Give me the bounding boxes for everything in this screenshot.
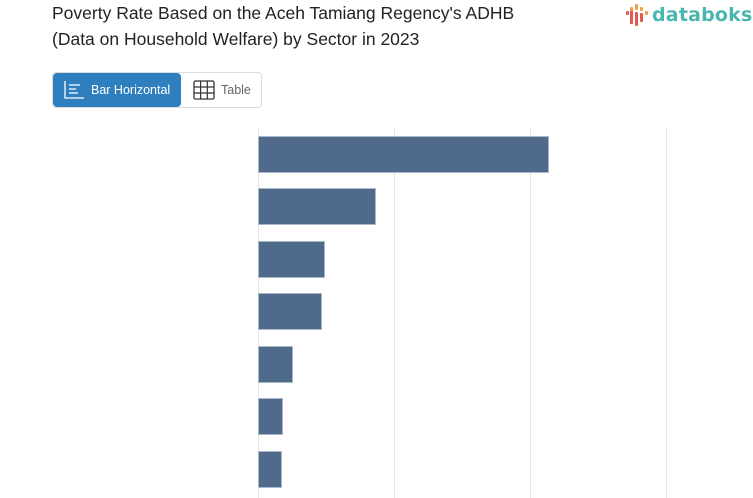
chart-title-line-2: (Data on Household Welfare) by Sector in… [52, 29, 420, 49]
bar-horizontal-label: Bar Horizontal [91, 83, 171, 97]
bar[interactable] [258, 398, 283, 435]
table-button[interactable]: Table [181, 73, 251, 107]
bar[interactable] [258, 293, 322, 330]
chart-view-toggle: Bar Horizontal Table [52, 72, 262, 108]
databoks-bars-icon [626, 4, 650, 26]
bar-chart-plot: Pertanian; Kehutanan dan Perikanan Perta… [258, 128, 718, 498]
gridline-1 [394, 128, 395, 498]
bar[interactable] [258, 136, 549, 173]
gridline-3 [666, 128, 667, 498]
bar-horizontal-button[interactable]: Bar Horizontal [53, 73, 181, 107]
bar[interactable] [258, 451, 282, 488]
chart-title: Poverty Rate Based on the Aceh Tamiang R… [52, 0, 592, 52]
table-label: Table [221, 83, 251, 97]
bar[interactable] [258, 241, 325, 278]
table-grid-icon [193, 80, 215, 100]
chart-title-line-1: Poverty Rate Based on the Aceh Tamiang R… [52, 3, 515, 23]
logo-text: databoks [652, 4, 753, 26]
gridline-2 [530, 128, 531, 498]
bar[interactable] [258, 346, 293, 383]
bar[interactable] [258, 188, 376, 225]
databoks-logo[interactable]: databoks [626, 2, 753, 28]
bar-horizontal-icon [64, 81, 84, 99]
